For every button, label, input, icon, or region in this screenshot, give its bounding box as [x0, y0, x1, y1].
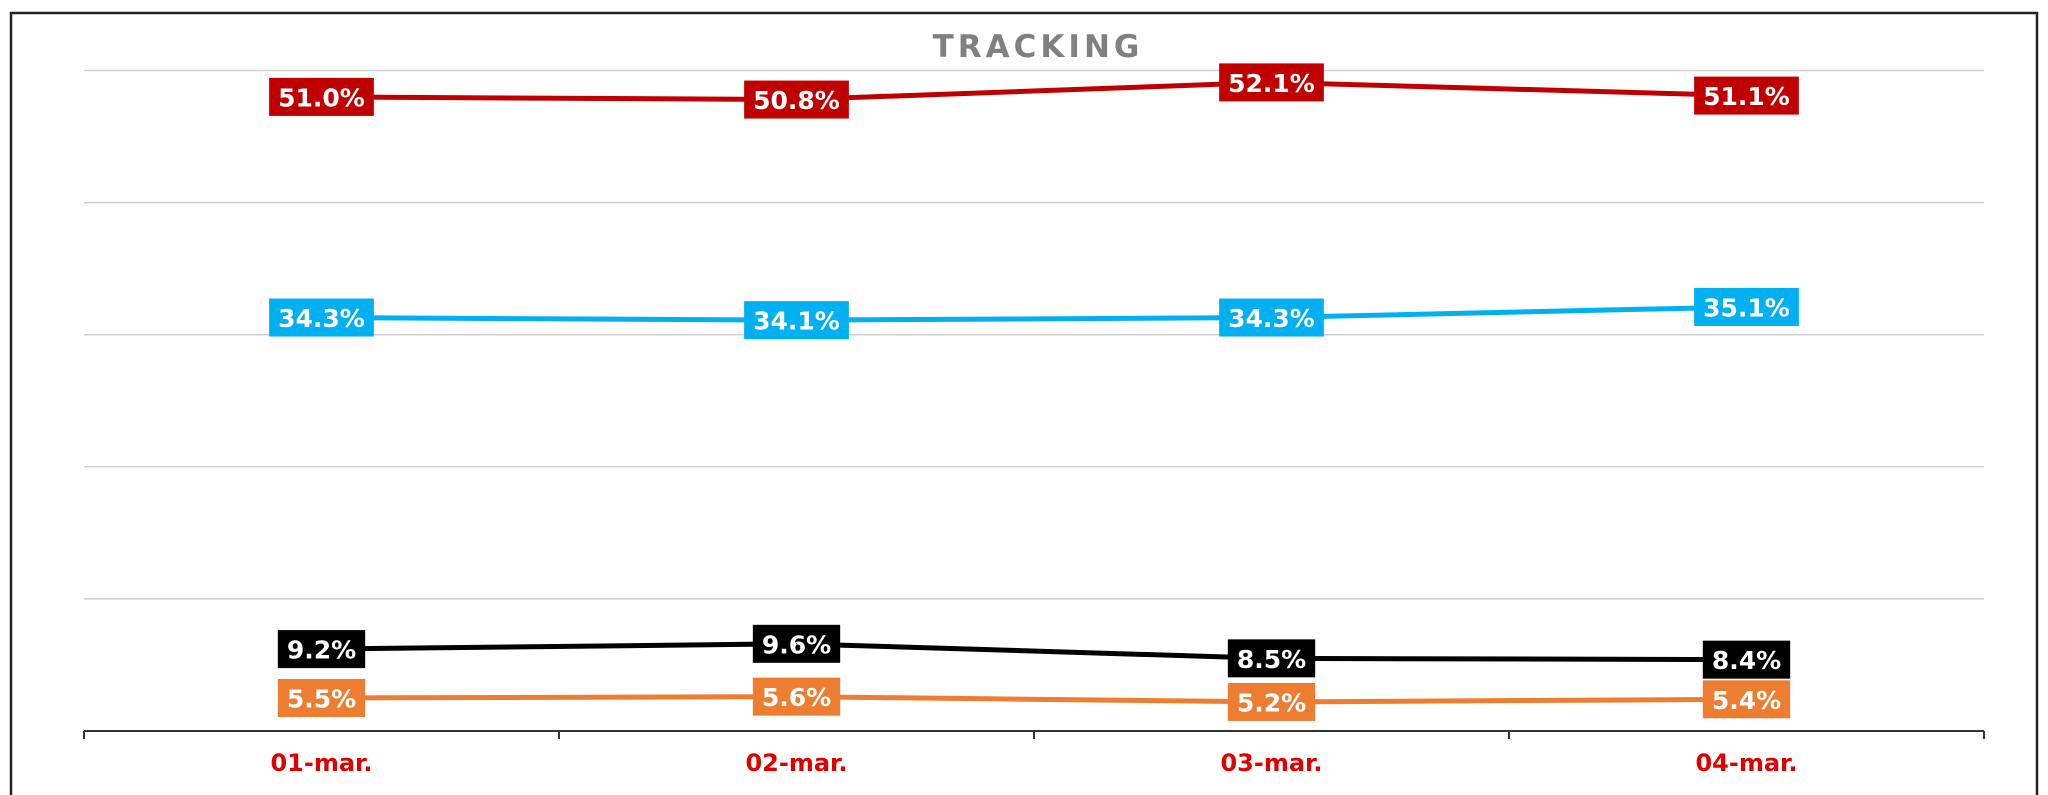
data-label-text: 34.1%	[753, 307, 840, 336]
data-label: 8.4%	[1702, 640, 1791, 679]
grid	[84, 69, 1984, 600]
x-tick-label: 01-mar.	[270, 749, 372, 777]
chart-title: TRACKING	[933, 29, 1144, 65]
data-label-text: 5.6%	[762, 683, 831, 712]
data-point	[796, 319, 797, 321]
data-point	[796, 696, 797, 698]
data-label-text: 52.1%	[1228, 69, 1315, 98]
data-label: 9.2%	[277, 630, 366, 669]
data-label-text: 50.8%	[753, 86, 840, 115]
data-label: 5.6%	[752, 677, 841, 716]
x-tick-label: 04-mar.	[1695, 749, 1797, 777]
data-label-text: 9.6%	[762, 630, 831, 659]
data-label: 34.3%	[1219, 298, 1324, 337]
data-label: 8.5%	[1227, 639, 1316, 678]
data-point	[321, 648, 322, 650]
data-label: 5.2%	[1227, 682, 1316, 721]
data-label: 35.1%	[1694, 287, 1799, 326]
data-label-text: 35.1%	[1703, 293, 1790, 322]
data-point	[1746, 698, 1747, 700]
data-point	[796, 643, 797, 645]
data-label-text: 9.2%	[287, 636, 356, 665]
data-point	[796, 99, 797, 101]
x-tick-label: 02-mar.	[745, 749, 847, 777]
data-label-text: 51.1%	[1703, 82, 1790, 111]
data-point	[1271, 81, 1272, 83]
data-label-text: 8.4%	[1712, 646, 1781, 675]
series-line	[321, 79, 1747, 103]
data-label: 9.6%	[752, 624, 841, 663]
data-point	[1271, 317, 1272, 319]
data-label: 50.8%	[744, 80, 849, 119]
data-point	[1746, 95, 1747, 97]
data-point	[321, 96, 322, 98]
data-label-text: 34.3%	[278, 304, 365, 333]
data-label: 34.1%	[744, 301, 849, 340]
data-label-text: 5.5%	[287, 684, 356, 713]
data-label: 51.1%	[1694, 76, 1799, 115]
x-tick-label: 03-mar.	[1220, 749, 1322, 777]
data-point	[321, 697, 322, 699]
series-line	[321, 641, 1747, 663]
series-line	[321, 694, 1747, 705]
data-label: 34.3%	[269, 298, 374, 337]
data-label: 52.1%	[1219, 63, 1324, 102]
data-label-text: 51.0%	[278, 83, 365, 112]
data-label-text: 5.4%	[1712, 686, 1781, 715]
data-point	[1271, 701, 1272, 703]
data-label: 51.0%	[269, 77, 374, 116]
data-label-text: 8.5%	[1237, 645, 1306, 674]
data-point	[1746, 306, 1747, 308]
data-point	[1746, 659, 1747, 661]
data-label: 5.4%	[1702, 680, 1791, 719]
data-label-text: 5.2%	[1237, 688, 1306, 717]
data-label-text: 34.3%	[1228, 304, 1315, 333]
series-line	[321, 304, 1747, 323]
data-point	[321, 317, 322, 319]
data-label: 5.5%	[277, 678, 366, 717]
data-point	[1271, 657, 1272, 659]
